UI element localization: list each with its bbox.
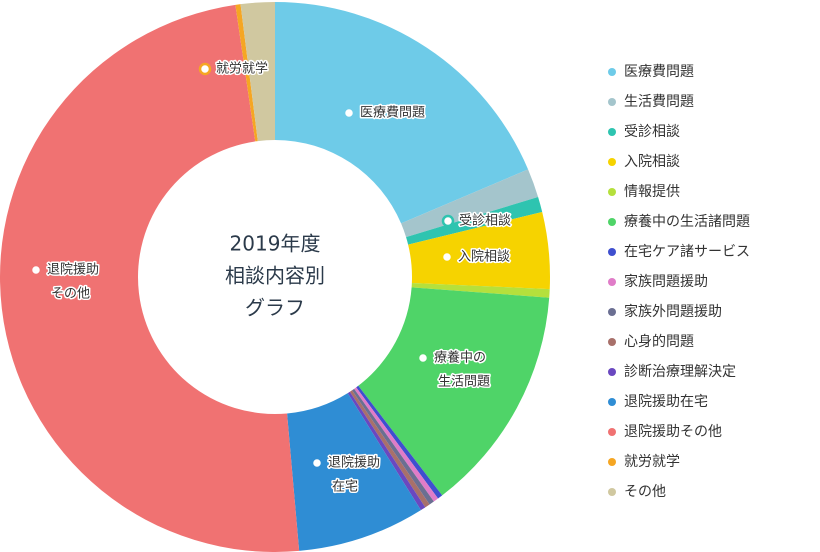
slice-label: 医療費問題 bbox=[360, 106, 425, 121]
donut-slice bbox=[240, 1, 275, 142]
slice-label: 入院相談 bbox=[458, 249, 510, 265]
slice-label: 在宅 bbox=[332, 480, 358, 495]
legend-swatch bbox=[608, 428, 616, 436]
slice-label-marker bbox=[29, 263, 43, 277]
legend-label: 家族外問題援助 bbox=[624, 303, 722, 320]
legend-label: 生活費問題 bbox=[624, 94, 694, 110]
legend-swatch bbox=[608, 188, 616, 196]
slice-label: 療養中の bbox=[434, 350, 486, 366]
slice-label-marker bbox=[198, 62, 212, 76]
donut-slice bbox=[401, 169, 539, 238]
legend-swatch bbox=[608, 218, 616, 226]
legend-swatch bbox=[608, 68, 616, 76]
donut-slice bbox=[0, 4, 300, 552]
legend-label: 療養中の生活諸問題 bbox=[624, 213, 750, 230]
donut-slice bbox=[349, 390, 430, 508]
donut-slice bbox=[235, 4, 258, 142]
slice-label: その他 bbox=[51, 287, 90, 302]
legend-swatch bbox=[608, 338, 616, 346]
legend-label: 受診相談 bbox=[624, 124, 680, 140]
chart-title: グラフ bbox=[245, 296, 305, 320]
donut-slice bbox=[352, 388, 434, 505]
chart-title: 相談内容別 bbox=[225, 264, 325, 288]
legend-label: 医療費問題 bbox=[624, 63, 694, 80]
donut-slice bbox=[356, 385, 443, 499]
legend-swatch bbox=[608, 128, 616, 136]
legend-label: 在宅ケア諸サービス bbox=[624, 244, 750, 260]
slice-label: 受診相談 bbox=[459, 213, 511, 229]
legend-swatch bbox=[608, 248, 616, 256]
legend-label: 診断治療理解決定 bbox=[624, 363, 736, 380]
legend-label: 情報提供 bbox=[624, 184, 680, 200]
legend-swatch bbox=[608, 158, 616, 166]
donut-slice bbox=[411, 283, 550, 298]
legend-swatch bbox=[608, 308, 616, 316]
legend-label: 退院援助在宅 bbox=[624, 394, 708, 410]
legend-label: 退院援助その他 bbox=[624, 424, 722, 440]
chart-title: 2019年度 bbox=[230, 232, 321, 256]
slice-label-marker bbox=[416, 351, 430, 365]
legend-swatch bbox=[608, 458, 616, 466]
legend-label: その他 bbox=[624, 484, 666, 500]
legend-swatch bbox=[608, 398, 616, 406]
donut-slice bbox=[354, 387, 439, 502]
legend-label: 家族問題援助 bbox=[624, 273, 708, 290]
donut-slice bbox=[347, 391, 426, 511]
slice-label: 退院援助 bbox=[328, 456, 380, 471]
slice-label: 生活問題 bbox=[438, 375, 490, 390]
legend-label: 入院相談 bbox=[624, 154, 680, 170]
donut-slice bbox=[406, 196, 543, 245]
legend-swatch bbox=[608, 488, 616, 496]
legend-swatch bbox=[608, 278, 616, 286]
donut-slice bbox=[358, 287, 550, 496]
slice-label-marker bbox=[441, 214, 455, 228]
donut-slice bbox=[287, 393, 421, 551]
legend-label: 心身的問題 bbox=[624, 334, 694, 350]
legend-swatch bbox=[608, 368, 616, 376]
legend-swatch bbox=[608, 98, 616, 106]
donut-slice bbox=[275, 2, 529, 224]
slice-label-marker bbox=[310, 456, 324, 470]
donut-slice bbox=[408, 211, 550, 290]
slice-label-marker bbox=[440, 250, 454, 264]
legend-label: 就労就学 bbox=[624, 454, 680, 470]
slice-label: 就労就学 bbox=[216, 61, 268, 77]
slice-label: 退院援助 bbox=[47, 263, 99, 278]
slice-label-marker bbox=[342, 106, 356, 120]
